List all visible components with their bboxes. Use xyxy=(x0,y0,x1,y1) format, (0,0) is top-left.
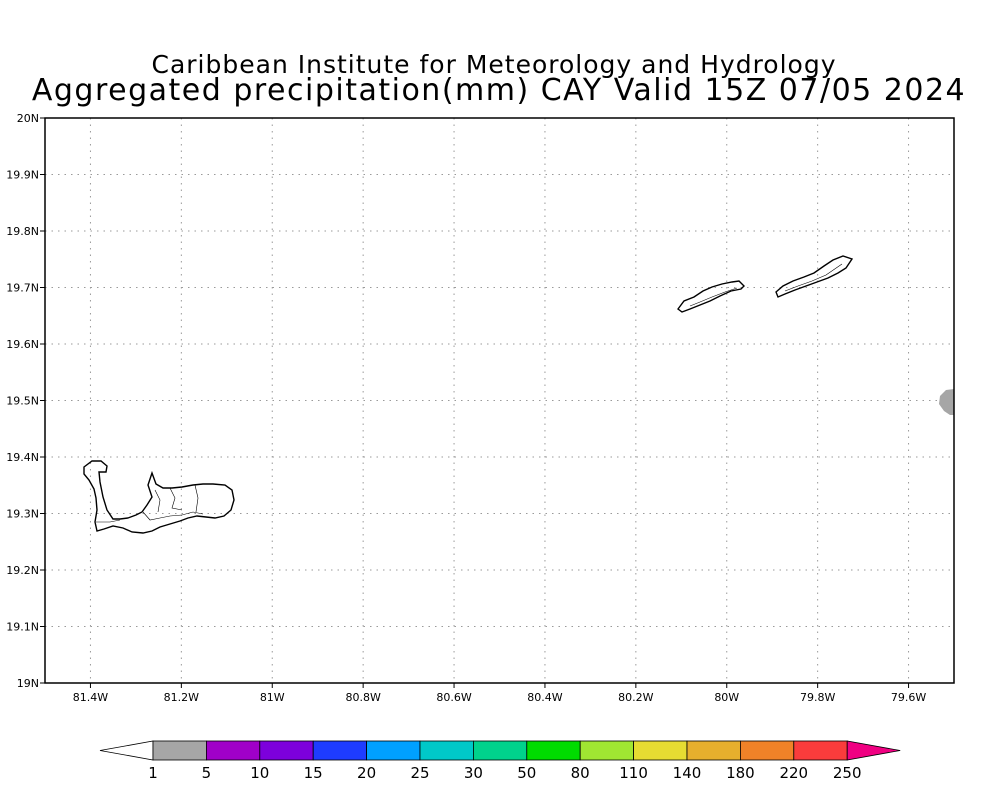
colorbar-bin xyxy=(472,740,528,761)
lat-tick-label: 19.3N xyxy=(6,508,39,521)
lat-tick-label: 19.9N xyxy=(6,169,39,182)
little-cayman-island xyxy=(677,280,745,313)
colorbar-label: 50 xyxy=(517,764,536,782)
colorbar-label: 5 xyxy=(202,764,212,782)
lon-tick-label: 80.6W xyxy=(436,691,471,704)
lat-tick-label: 19.8N xyxy=(6,225,39,238)
colorbar-bin xyxy=(366,740,421,761)
title-line1: Caribbean Institute for Meteorology and … xyxy=(151,50,837,79)
colorbar-label: 110 xyxy=(619,764,648,782)
precipitation-colorbar: 1 5 10 15 20 25 30 50 80 110 140 180 220 250 xyxy=(99,740,901,782)
title-line2: Aggregated precipitation(mm) CAY Valid 1… xyxy=(31,73,967,108)
lon-tick-label: 81W xyxy=(260,691,285,704)
lat-tick-label: 19.6N xyxy=(6,338,39,351)
grand-cayman-island xyxy=(83,460,235,534)
lon-tick-label: 79.8W xyxy=(800,691,835,704)
colorbar-bin xyxy=(793,740,848,761)
lat-tick-label: 19.1N xyxy=(6,621,39,634)
colorbar-bin xyxy=(259,740,314,761)
precipitation-area xyxy=(939,389,954,415)
colorbar-label: 30 xyxy=(464,764,483,782)
lon-tick-label: 80.8W xyxy=(345,691,380,704)
lat-tick-label: 19.4N xyxy=(6,451,39,464)
colorbar-label: 25 xyxy=(410,764,429,782)
colorbar-label: 250 xyxy=(833,764,862,782)
colorbar-under-triangle xyxy=(99,740,154,761)
lon-tick-label: 80W xyxy=(714,691,739,704)
map-frame xyxy=(44,117,955,684)
colorbar-label: 180 xyxy=(726,764,755,782)
lat-tick-label: 19.7N xyxy=(6,282,39,295)
lon-tick-label: 79.6W xyxy=(891,691,926,704)
colorbar-bin xyxy=(526,740,581,761)
colorbar-label: 140 xyxy=(673,764,702,782)
colorbar-bin xyxy=(686,740,741,761)
colorbar-label: 15 xyxy=(304,764,323,782)
colorbar-label: 80 xyxy=(571,764,590,782)
colorbar-label: 220 xyxy=(779,764,808,782)
colorbar-over-triangle xyxy=(846,740,901,761)
latitude-axis-labels: 19N 19.1N 19.2N 19.3N 19.4N 19.5N 19.6N 19.7N 19… xyxy=(6,112,39,690)
colorbar-bin xyxy=(740,740,795,761)
lat-tick-label: 19N xyxy=(17,677,39,690)
lat-tick-label: 19.5N xyxy=(6,395,39,408)
lon-tick-label: 81.2W xyxy=(164,691,199,704)
colorbar-bin xyxy=(419,740,474,761)
longitude-axis-labels: 81.4W 81.2W 81W 80.8W 80.6W 80.4W 80.2W 80W 79.8… xyxy=(73,691,927,704)
lat-tick-label: 20N xyxy=(17,112,39,125)
colorbar-bin xyxy=(205,740,261,761)
lon-tick-label: 80.4W xyxy=(527,691,562,704)
lon-tick-label: 80.2W xyxy=(618,691,653,704)
lat-tick-label: 19.2N xyxy=(6,564,39,577)
colorbar-label: 20 xyxy=(357,764,376,782)
lon-tick-label: 81.4W xyxy=(73,691,108,704)
map-grid xyxy=(40,117,954,688)
cayman-brac-island xyxy=(775,255,854,298)
colorbar-bin xyxy=(579,740,635,761)
colorbar-label: 1 xyxy=(148,764,158,782)
colorbar-bin xyxy=(152,740,207,761)
colorbar-bin xyxy=(633,740,688,761)
colorbar-label: 10 xyxy=(250,764,269,782)
colorbar-bin xyxy=(312,740,368,761)
